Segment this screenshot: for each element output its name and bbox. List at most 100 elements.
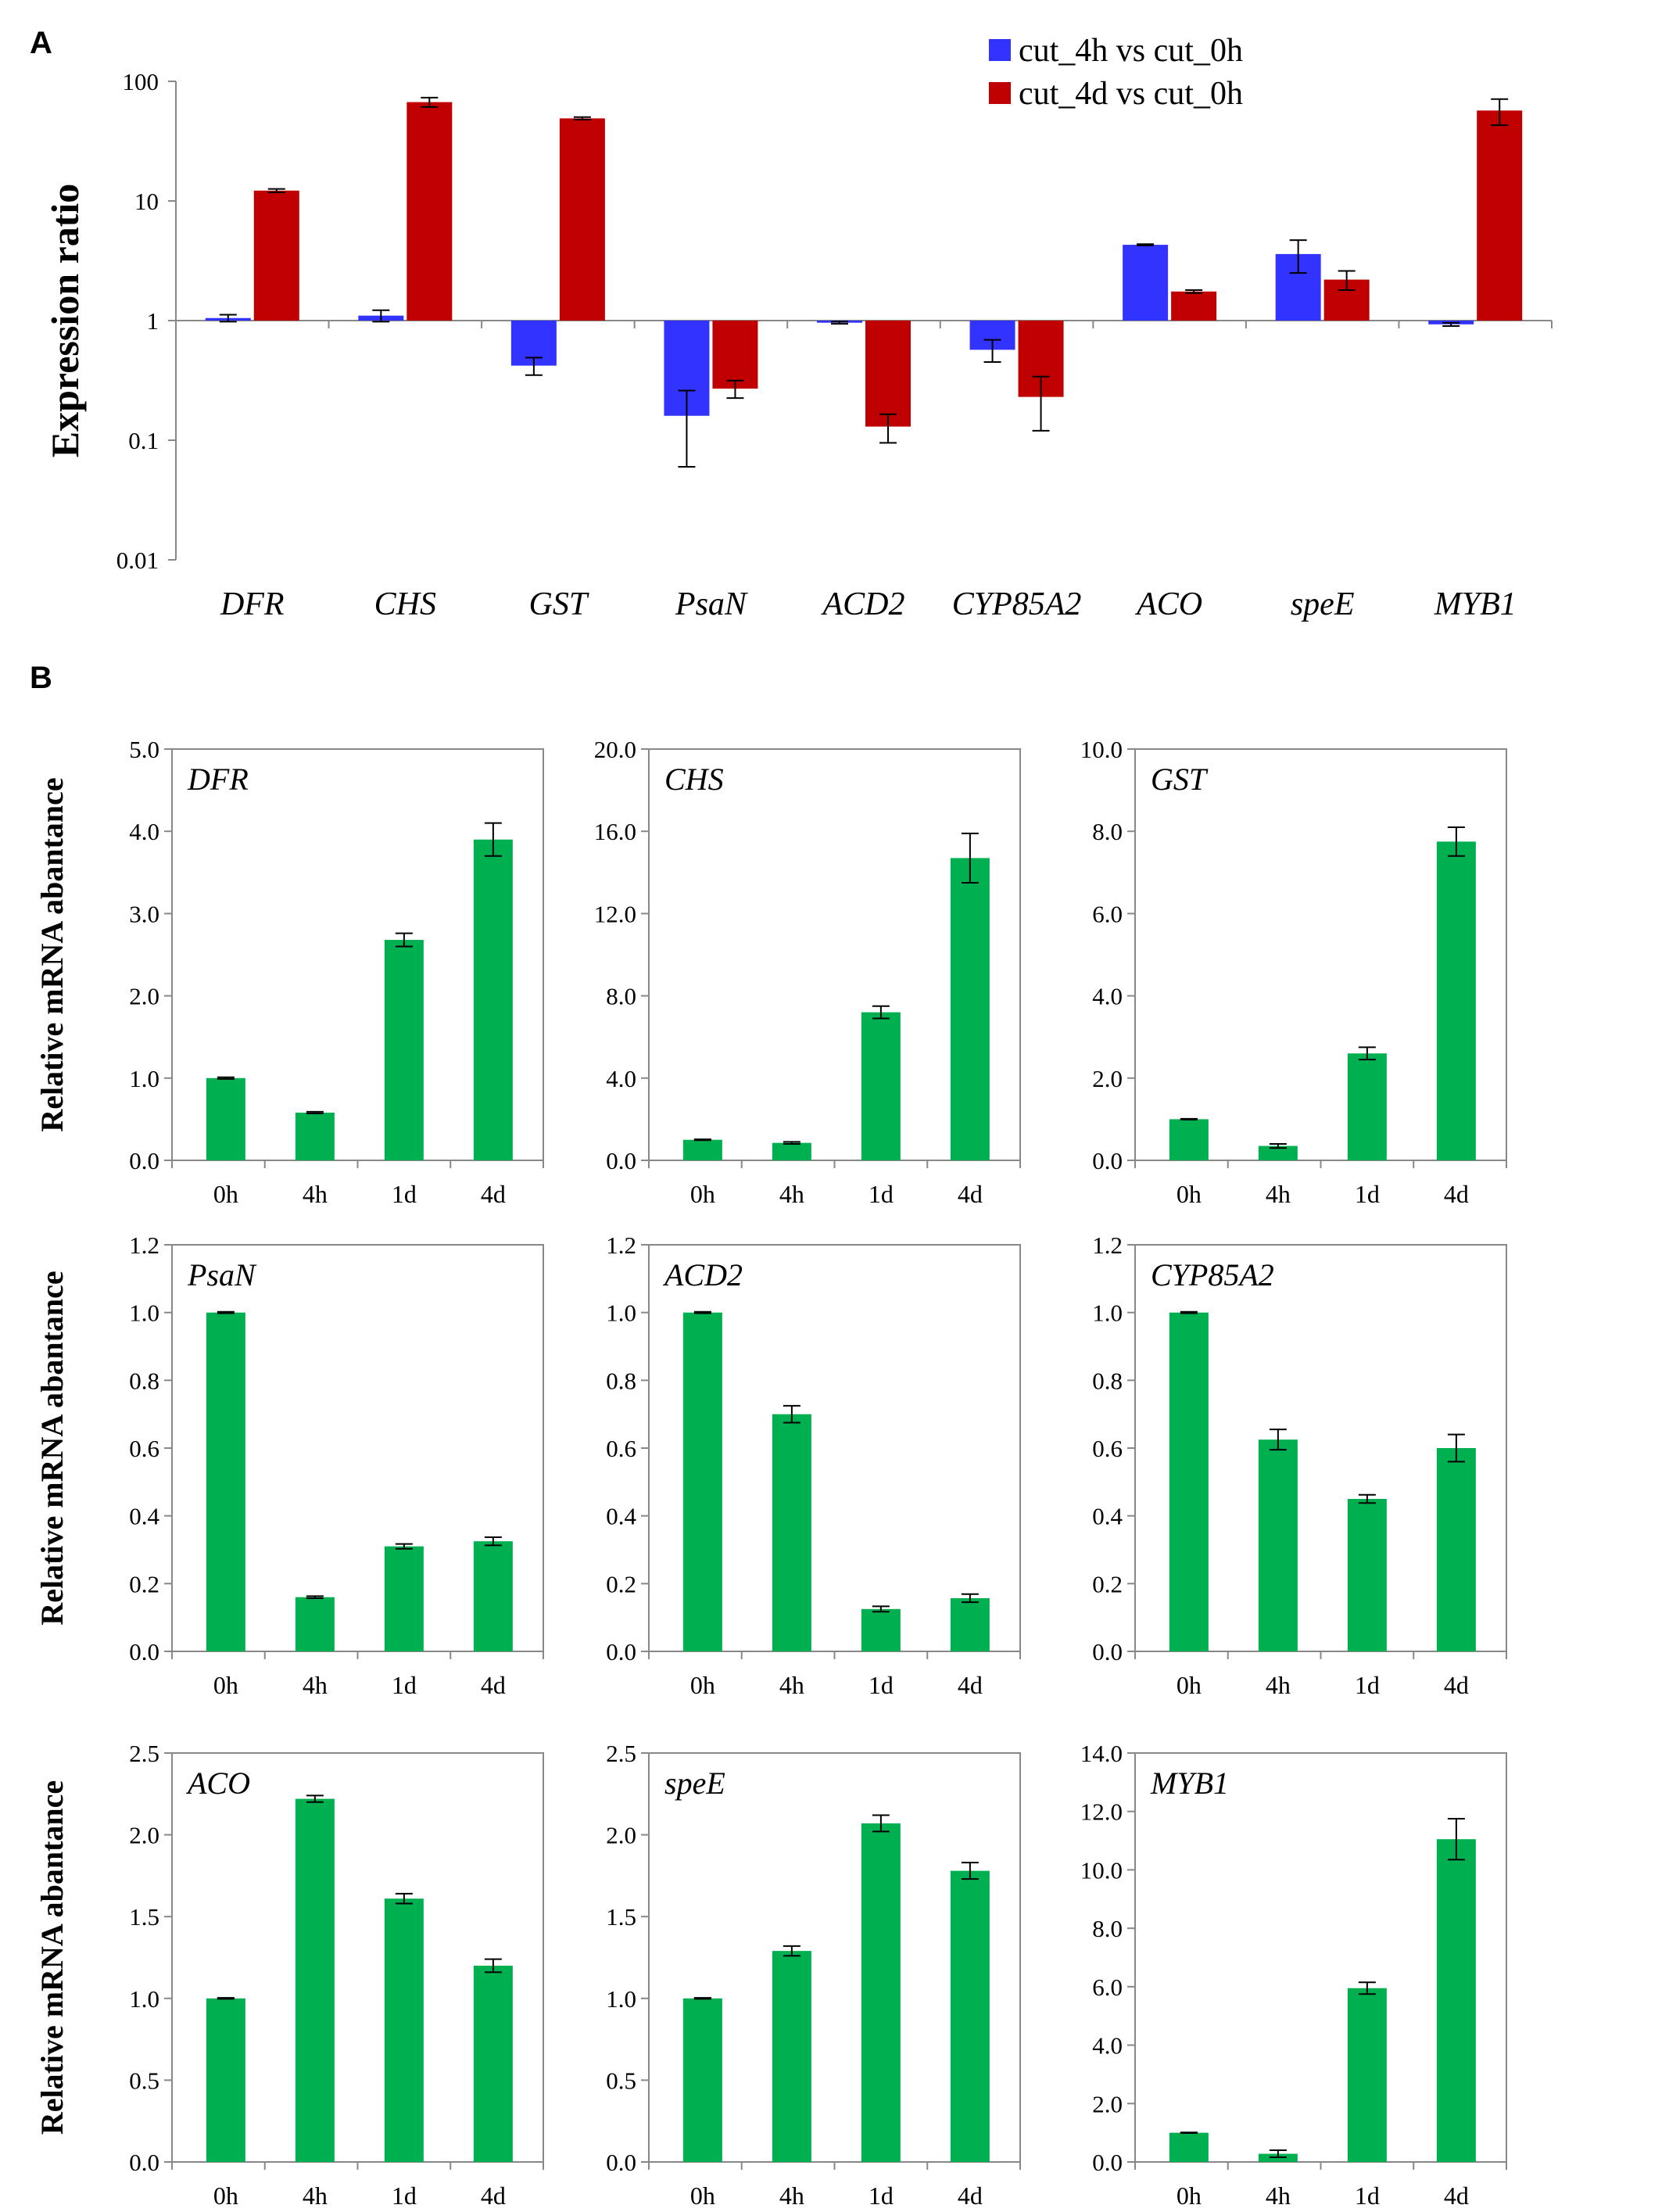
y-axis-title: Relative mRNA abantance bbox=[34, 1271, 70, 1625]
y-tick-label: 0.4 bbox=[129, 1503, 159, 1530]
chart-cyp85a2: 0.0 0.2 0.4 0.6 0.8 1.0 1.2 0h 4h 1d 4d CYP85A2 bbox=[1092, 1231, 1507, 1699]
x-tick-label: 4h bbox=[1266, 1180, 1291, 1208]
x-tick-label: 4h bbox=[779, 1671, 804, 1699]
gene-title: CYP85A2 bbox=[1151, 1257, 1274, 1292]
x-tick-label: 0h bbox=[213, 1671, 238, 1699]
y-tick-label: 0.5 bbox=[129, 2067, 159, 2094]
bar-cyp85a2-0h bbox=[1169, 1312, 1209, 1651]
bar-spee-1d bbox=[861, 1823, 901, 2162]
y-tick-label: 1.0 bbox=[1092, 1300, 1123, 1327]
x-tick-label: 1d bbox=[869, 2182, 894, 2210]
y-tick-label: 1.0 bbox=[129, 1065, 159, 1092]
chart-acd2: 0.0 0.2 0.4 0.6 0.8 1.0 1.2 0h 4h 1d 4d ACD2 bbox=[606, 1231, 1021, 1699]
y-axis-title: Relative mRNA abantance bbox=[34, 1780, 70, 2135]
chart-gst: 0.0 2.0 4.0 6.0 8.0 10.0 0h 4h 1d 4d GST bbox=[1080, 736, 1507, 1208]
bar-myb1-4d bbox=[1436, 1839, 1476, 2162]
x-tick-label: 0h bbox=[690, 2182, 715, 2210]
bar-chs-1d bbox=[861, 1012, 901, 1160]
gene-title: MYB1 bbox=[1150, 1766, 1229, 1801]
y-tick-label: 0.8 bbox=[1092, 1367, 1123, 1394]
y-tick-label: 10.0 bbox=[1080, 1856, 1123, 1884]
y-axis-title: Expression ratio bbox=[43, 184, 87, 458]
y-tick-label: 20.0 bbox=[594, 736, 636, 763]
bar-spee-4h bbox=[772, 1951, 811, 2162]
y-tick-label: 8.0 bbox=[1092, 1915, 1123, 1942]
category-label: PsaN bbox=[675, 586, 748, 622]
x-tick-label: 4h bbox=[303, 1180, 328, 1208]
y-tick-label: 2.0 bbox=[1092, 1065, 1123, 1092]
y-tick-label: 0.01 bbox=[116, 547, 159, 574]
bar-aco-0h bbox=[206, 1998, 245, 2162]
y-tick-label: 10.0 bbox=[1080, 736, 1123, 763]
gene-title: ACD2 bbox=[662, 1257, 743, 1292]
category-label: CHS bbox=[374, 586, 436, 622]
bar-aco-4h bbox=[295, 1798, 335, 2162]
y-tick-label: 0.8 bbox=[606, 1367, 636, 1394]
x-tick-label: 4h bbox=[303, 2182, 328, 2210]
bar-cut-4h-aco bbox=[1123, 245, 1169, 321]
bar-cut-4d-psan bbox=[712, 321, 758, 389]
y-tick-label: 2.5 bbox=[129, 1740, 159, 1767]
bar-cut-4d-acd2 bbox=[865, 321, 911, 427]
bar-acd2-4h bbox=[772, 1414, 811, 1651]
legend-label: cut_4d vs cut_0h bbox=[1019, 76, 1243, 112]
y-tick-label: 4.0 bbox=[129, 818, 159, 845]
x-tick-label: 4d bbox=[1444, 2182, 1469, 2210]
y-tick-label: 0.2 bbox=[606, 1570, 636, 1597]
y-tick-label: 6.0 bbox=[1092, 900, 1123, 927]
y-tick-label: 2.0 bbox=[129, 1822, 159, 1849]
bar-cut-4d-chs bbox=[407, 102, 453, 321]
y-tick-label: 0.0 bbox=[606, 1147, 636, 1174]
y-tick-label: 4.0 bbox=[606, 1065, 636, 1092]
y-tick-label: 0.5 bbox=[606, 2067, 636, 2094]
bar-aco-1d bbox=[384, 1898, 424, 2162]
bar-acd2-1d bbox=[861, 1608, 901, 1651]
y-tick-label: 4.0 bbox=[1092, 983, 1123, 1010]
bar-psan-4d bbox=[473, 1541, 513, 1651]
y-tick-label: 0.6 bbox=[1092, 1435, 1123, 1462]
y-tick-label: 1.5 bbox=[129, 1903, 159, 1931]
y-tick-label: 10 bbox=[134, 188, 159, 215]
x-tick-label: 1d bbox=[392, 2182, 417, 2210]
y-tick-label: 0.4 bbox=[1092, 1503, 1123, 1530]
y-tick-label: 0.0 bbox=[1092, 1147, 1123, 1174]
x-tick-label: 4d bbox=[958, 2182, 983, 2210]
y-tick-label: 0.0 bbox=[129, 2149, 159, 2176]
chart-chs: 0.0 4.0 8.0 12.0 16.0 20.0 0h 4h 1d 4d CHS bbox=[594, 736, 1021, 1208]
x-tick-label: 1d bbox=[869, 1671, 894, 1699]
legend-swatch bbox=[989, 39, 1011, 61]
y-tick-label: 0.0 bbox=[606, 2149, 636, 2176]
bar-chs-0h bbox=[682, 1139, 722, 1160]
chart-spee: 0.0 0.5 1.0 1.5 2.0 2.5 0h 4h 1d 4d speE bbox=[606, 1740, 1021, 2210]
x-tick-label: 4h bbox=[303, 1671, 328, 1699]
y-tick-label: 1.2 bbox=[129, 1231, 159, 1259]
x-tick-label: 4d bbox=[958, 1180, 983, 1208]
y-tick-label: 1.0 bbox=[606, 1300, 636, 1327]
bar-myb1-0h bbox=[1169, 2132, 1209, 2162]
gene-title: ACO bbox=[185, 1766, 250, 1801]
chart-aco: 0.0 0.5 1.0 1.5 2.0 2.5 0h 4h 1d 4d ACO Relative mR… bbox=[34, 1740, 544, 2210]
y-tick-label: 2.0 bbox=[1092, 2090, 1123, 2117]
y-tick-label: 1 bbox=[147, 307, 159, 335]
x-tick-label: 0h bbox=[213, 1180, 238, 1208]
panel-a-chart: 0.01 0.1 1 10 100 DFR CHS GST PsaN ACD2 CYP85A2 ACO… bbox=[43, 33, 1553, 622]
bar-dfr-0h bbox=[206, 1077, 245, 1160]
y-tick-label: 3.0 bbox=[129, 900, 159, 927]
y-tick-label: 8.0 bbox=[606, 983, 636, 1010]
y-tick-label: 12.0 bbox=[1080, 1798, 1123, 1826]
bar-cut-4d-dfr bbox=[253, 190, 299, 321]
chart-psan: 0.0 0.2 0.4 0.6 0.8 1.0 1.2 0h 4h 1d 4d PsaN Relativ… bbox=[34, 1231, 544, 1699]
x-tick-label: 1d bbox=[1355, 1180, 1380, 1208]
bar-gst-4h bbox=[1258, 1145, 1298, 1160]
x-tick-label: 4d bbox=[481, 2182, 506, 2210]
y-tick-label: 0.2 bbox=[1092, 1570, 1123, 1597]
x-tick-label: 4d bbox=[481, 1671, 506, 1699]
y-tick-label: 1.0 bbox=[129, 1985, 159, 2013]
x-tick-label: 0h bbox=[1177, 1180, 1202, 1208]
x-tick-label: 0h bbox=[1177, 1671, 1202, 1699]
x-tick-label: 0h bbox=[690, 1671, 715, 1699]
bar-psan-1d bbox=[384, 1546, 424, 1651]
gene-title: DFR bbox=[187, 762, 249, 797]
y-tick-label: 1.0 bbox=[129, 1300, 159, 1327]
